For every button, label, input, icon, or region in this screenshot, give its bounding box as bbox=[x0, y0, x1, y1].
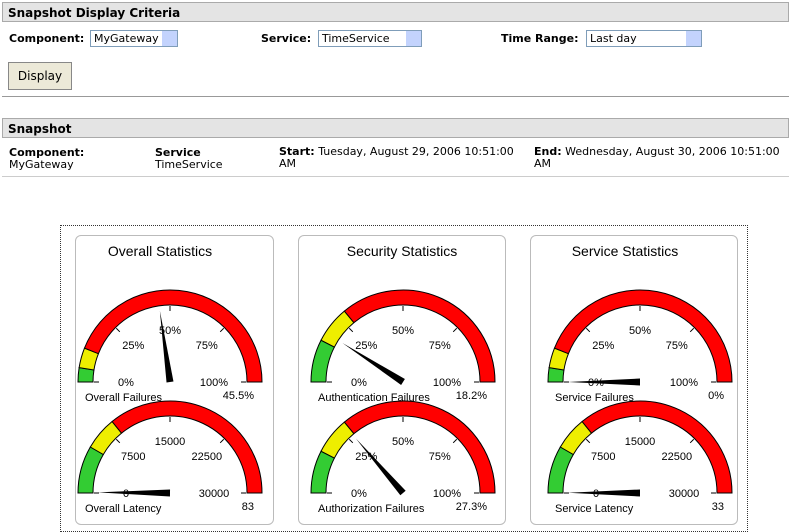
needle bbox=[568, 489, 641, 497]
tick-label: 50% bbox=[392, 436, 414, 448]
tick-label: 100% bbox=[433, 488, 461, 500]
tick-label: 50% bbox=[392, 325, 414, 337]
value: Wednesday, August 30, 2006 10:51:00 AM bbox=[534, 145, 780, 170]
tick-mark bbox=[219, 438, 225, 444]
tick-label: 25% bbox=[122, 340, 144, 352]
gauge-value: 18.2% bbox=[456, 390, 487, 402]
needle bbox=[159, 310, 174, 383]
gauge-zone bbox=[83, 289, 263, 383]
tick-mark bbox=[452, 438, 458, 444]
tick-label: 25% bbox=[355, 340, 377, 352]
label: Start: bbox=[279, 145, 315, 158]
tick-label: 0 bbox=[123, 488, 129, 500]
needle bbox=[98, 489, 171, 497]
gauge-label: Service Latency bbox=[555, 503, 634, 515]
value: MyGateway bbox=[9, 158, 74, 171]
tick-label: 22500 bbox=[191, 451, 222, 463]
button[interactable]: Display bbox=[8, 62, 72, 90]
gauge-value: 45.5% bbox=[223, 390, 254, 402]
tick-label: 50% bbox=[159, 325, 181, 337]
tick-label: 15000 bbox=[155, 436, 186, 448]
gauge-value: 0% bbox=[708, 390, 724, 402]
tick-label: 25% bbox=[592, 340, 614, 352]
tick-mark bbox=[689, 438, 695, 444]
gauge-label: Overall Latency bbox=[85, 503, 162, 515]
label: End: bbox=[534, 145, 562, 158]
tick-label: 30000 bbox=[199, 488, 230, 500]
tick-label: 15000 bbox=[625, 436, 656, 448]
value: TimeService bbox=[155, 158, 223, 171]
divider bbox=[2, 176, 789, 177]
tick-label: 7500 bbox=[121, 451, 145, 463]
needle bbox=[568, 378, 640, 386]
label: Service bbox=[155, 146, 201, 159]
tick-label: 50% bbox=[629, 325, 651, 337]
gauge-zone bbox=[343, 400, 496, 494]
tick-mark bbox=[689, 327, 695, 333]
gauge-zone bbox=[310, 339, 336, 383]
info: End: Wednesday, August 30, 2006 10:51:00… bbox=[534, 146, 789, 170]
tick-label: 25% bbox=[355, 451, 377, 463]
tick-label: 75% bbox=[429, 451, 451, 463]
label: Component: bbox=[9, 32, 85, 45]
tick-label: 0% bbox=[351, 377, 367, 389]
tick-label: 0% bbox=[118, 377, 134, 389]
tick-mark bbox=[219, 327, 225, 333]
tick-label: 7500 bbox=[591, 451, 615, 463]
tick-label: 100% bbox=[200, 377, 228, 389]
gauge-zone bbox=[310, 450, 336, 494]
gauge-label: Overall Failures bbox=[85, 392, 163, 404]
tick-label: 100% bbox=[670, 377, 698, 389]
select[interactable]: MyGateway bbox=[90, 30, 178, 47]
label: Time Range: bbox=[501, 32, 579, 45]
needle bbox=[342, 343, 405, 385]
divider bbox=[2, 96, 789, 97]
tick-label: 75% bbox=[429, 340, 451, 352]
label: Service: bbox=[261, 32, 312, 45]
value: Tuesday, August 29, 2006 10:51:00 AM bbox=[279, 145, 514, 170]
section-header: Snapshot Display Criteria bbox=[2, 2, 789, 22]
gauge-value: 27.3% bbox=[456, 501, 487, 513]
section-header: Snapshot bbox=[2, 118, 789, 138]
info: Start: Tuesday, August 29, 2006 10:51:00… bbox=[279, 146, 529, 170]
tick-label: 100% bbox=[433, 377, 461, 389]
gauge-zone bbox=[547, 446, 574, 494]
gauge-label: Authorization Failures bbox=[318, 503, 425, 515]
select[interactable]: TimeService bbox=[318, 30, 422, 47]
tick-mark bbox=[585, 327, 591, 333]
tick-label: 75% bbox=[666, 340, 688, 352]
tick-label: 0% bbox=[351, 488, 367, 500]
tick-label: 30000 bbox=[669, 488, 700, 500]
gauge-zone bbox=[111, 400, 263, 494]
tick-mark bbox=[115, 327, 121, 333]
gauge-value: 33 bbox=[712, 501, 724, 513]
tick-label: 22500 bbox=[661, 451, 692, 463]
tick-mark bbox=[452, 327, 458, 333]
gauge-zone bbox=[77, 446, 104, 494]
tick-label: 75% bbox=[196, 340, 218, 352]
needle bbox=[355, 438, 406, 496]
gauge-value: 83 bbox=[242, 501, 254, 513]
tick-mark bbox=[348, 327, 354, 333]
panel-title: Security Statistics bbox=[347, 243, 457, 259]
panel-title: Service Statistics bbox=[572, 243, 679, 259]
tick-mark bbox=[115, 438, 121, 444]
select[interactable]: Last day bbox=[586, 30, 702, 47]
panel-title: Overall Statistics bbox=[108, 243, 212, 259]
label: Component: bbox=[9, 146, 85, 159]
gauge-zone bbox=[581, 400, 733, 494]
gauge-zone bbox=[343, 289, 496, 383]
tick-mark bbox=[585, 438, 591, 444]
tick-mark bbox=[348, 438, 354, 444]
gauge-label: Service Failures bbox=[555, 392, 634, 404]
gauge-zone bbox=[553, 289, 733, 383]
